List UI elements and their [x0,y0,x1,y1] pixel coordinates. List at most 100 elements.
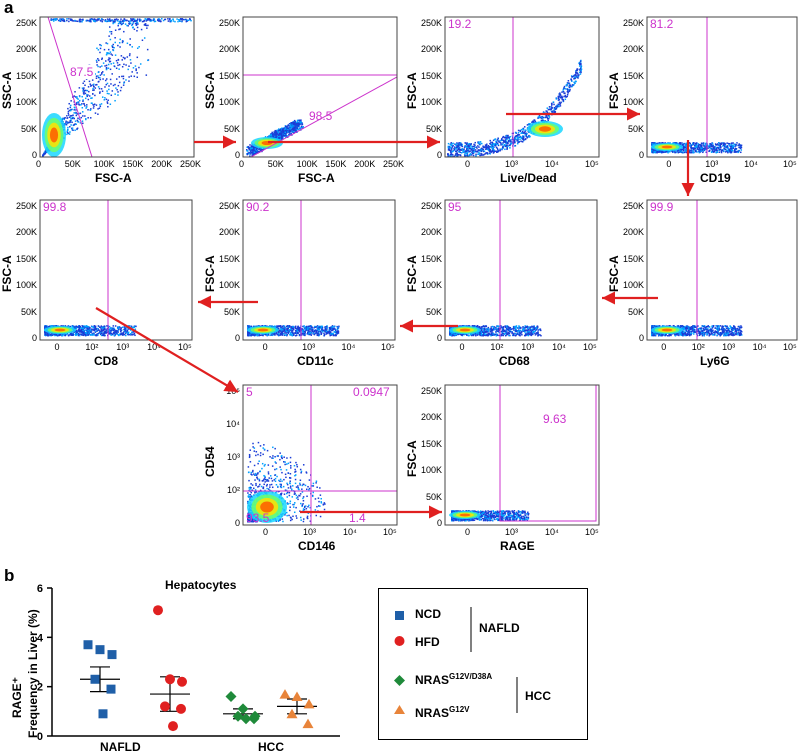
event-dot [73,112,75,114]
event-dot [99,66,101,68]
event-dot [112,330,115,332]
event-dot [129,38,131,40]
event-dot [170,19,172,22]
event-dot [272,133,275,135]
event-dot [297,124,300,126]
event-dot [144,18,146,20]
event-dot [481,147,483,150]
event-dot [61,19,64,22]
event-dot [287,130,290,133]
event-dot [734,149,736,151]
event-dot [134,20,136,22]
event-dot [118,42,121,44]
event-dot [71,18,73,21]
event-dot [121,333,124,336]
event-dot [502,139,505,142]
event-dot [82,88,85,91]
event-dot [271,334,274,337]
event-dot [668,150,670,153]
event-dot [73,95,76,97]
event-dot [718,144,720,146]
event-dot [561,91,563,93]
event-dot [71,20,74,22]
event-dot [574,77,576,80]
event-dot [79,20,81,23]
event-dot [496,151,499,153]
event-dot [105,83,108,86]
x-tick-label: 250K [383,159,405,169]
event-dot [279,137,282,139]
event-dot [146,18,149,20]
event-dot [99,20,102,22]
event-dot [496,142,499,144]
event-dot [274,135,277,137]
event-dot [516,138,518,140]
event-dot [481,148,484,150]
event-dot [99,91,101,93]
event-dot [126,325,129,328]
event-dot [654,142,656,144]
event-dot [190,19,192,22]
event-dot [738,146,740,149]
event-dot [73,103,76,106]
event-dot [72,333,75,336]
event-dot [676,142,679,144]
event-dot [501,148,503,150]
event-dot [479,150,482,152]
event-dot [526,136,528,139]
event-dot [280,137,282,140]
event-dot [465,152,467,154]
event-dot [704,142,707,145]
gate-percentage: 19.2 [448,17,472,31]
event-dot [733,149,736,152]
event-dot [507,134,509,137]
event-dot [117,331,119,333]
event-dot [283,334,286,337]
event-dot [473,149,475,152]
event-dot [85,118,87,120]
x-tick-label: 200K [151,159,173,169]
y-tick-label: 100K [15,280,37,291]
event-dot [103,328,106,330]
event-dot [97,325,100,327]
event-dot [492,139,495,142]
event-dot [92,328,94,331]
event-dot [104,20,107,22]
event-dot [573,74,576,76]
event-dot [84,89,87,92]
event-dot [455,148,458,150]
y-tick-label: 150K [15,70,37,81]
event-dot [546,116,549,118]
event-dot [128,327,130,329]
event-dot [93,103,96,105]
event-dot [521,136,523,139]
event-dot [477,149,480,151]
event-dot [695,144,697,147]
event-dot [111,46,114,48]
event-dot [466,146,469,149]
event-dot [700,146,703,148]
event-dot [463,150,465,153]
event-dot [304,331,306,334]
event-dot [455,150,458,153]
event-dot [338,325,340,328]
event-dot [96,330,98,332]
event-dot [127,25,129,27]
event-dot [114,99,116,102]
event-dot [515,138,517,141]
event-dot [76,20,79,23]
event-dot [458,154,460,156]
event-dot [78,330,80,333]
y-axis-label: SSC-A [203,71,217,109]
event-dot [683,147,685,149]
event-dot [580,69,582,72]
event-dot [289,129,291,131]
event-dot [46,325,49,328]
event-dot [249,144,251,146]
event-dot [108,26,111,28]
y-tick-label: 200K [15,44,37,55]
event-dot [111,54,114,56]
event-dot [108,60,111,63]
event-dot [463,151,465,153]
event-dot [286,125,288,127]
